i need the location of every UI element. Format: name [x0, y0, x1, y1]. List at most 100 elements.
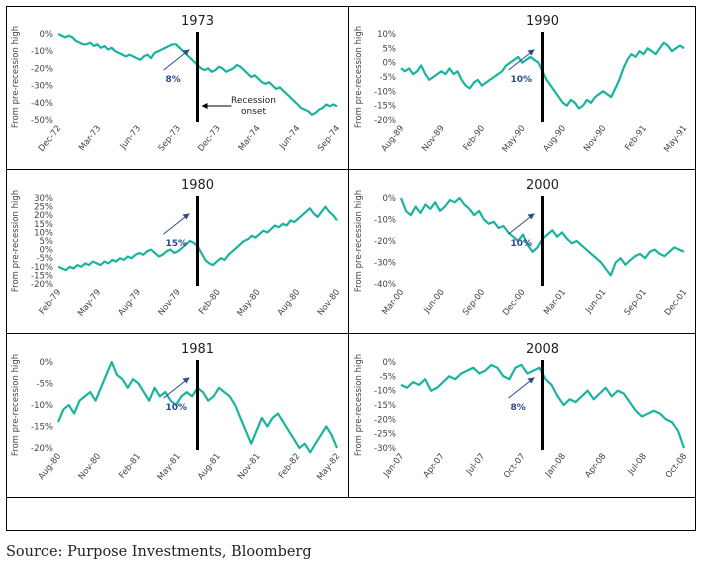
y-axis-label: From pre-recession high [11, 190, 21, 292]
chart-panel-2008: 2008 From pre-recession high 0% -5% -10% -15%… [349, 334, 696, 498]
x-tick-label: Jun-01 [583, 288, 608, 316]
x-tick-label: Nov-79 [156, 288, 183, 318]
rise-label: 8% [511, 403, 526, 413]
source-note: Source: Purpose Investments, Bloomberg [6, 544, 312, 560]
x-tick-label: Aug-79 [116, 288, 143, 318]
y-tick-label: -30% [31, 82, 53, 92]
chart-title: 1980 [181, 178, 214, 193]
rise-label: 15% [166, 239, 188, 249]
y-tick-label: -50% [31, 116, 53, 126]
y-tick-label: -10% [31, 401, 53, 411]
x-tick-label: May-91 [662, 124, 689, 155]
x-tick-label: May-81 [156, 452, 183, 483]
y-tick-label: 0% [40, 358, 54, 368]
x-tick-label: Apr-07 [422, 452, 447, 480]
chart-title: 1981 [181, 342, 214, 357]
y-tick-label: -15% [374, 401, 396, 411]
x-tick-label: Feb-90 [462, 124, 488, 153]
chart-svg: 2000 From pre-recession high 0% -10% -20% -30… [354, 178, 690, 318]
y-tick-label: 0% [40, 246, 54, 256]
x-tick-label: Feb-82 [277, 452, 303, 481]
rise-arrow-head [182, 377, 190, 384]
x-tick-label: Feb-91 [623, 124, 649, 153]
y-tick-label: -10% [374, 87, 396, 97]
y-tick-label: -30% [374, 259, 396, 269]
y-tick-label: -10% [374, 216, 396, 226]
y-tick-label: -20% [31, 64, 53, 74]
y-tick-label: -5% [379, 372, 396, 382]
rise-arrow-head [527, 213, 535, 220]
chart-svg: 1973 From pre-recession high 0% -10% -20% -30… [11, 14, 342, 154]
y-tick-label: -5% [36, 380, 53, 390]
y-tick-label: 5% [40, 237, 54, 247]
chart-panel-1981: 1981 From pre-recession high 0% -5% -10% -15%… [6, 334, 349, 498]
x-tick-label: Jan-07 [381, 452, 406, 480]
chart-title: 1990 [526, 14, 559, 29]
x-tick-label: Oct-07 [502, 452, 527, 481]
x-tick-label: Aug-90 [541, 124, 568, 154]
y-tick-label: 25% [34, 203, 53, 213]
rise-label: 8% [166, 75, 181, 85]
x-tick-label: Nov-90 [582, 124, 609, 154]
x-tick-label: Nov-81 [236, 452, 263, 482]
y-axis-label: From pre-recession high [354, 354, 364, 456]
y-tick-label: -20% [374, 116, 396, 126]
y-tick-label: -25% [374, 430, 396, 440]
y-tick-label: -15% [31, 423, 53, 433]
x-tick-label: Jun-00 [422, 288, 447, 316]
chart-title: 1973 [181, 14, 214, 29]
y-tick-label: 15% [34, 220, 53, 230]
x-tick-label: Sep-01 [623, 288, 649, 318]
x-tick-label: Sep-73 [157, 124, 183, 154]
x-tick-label: May-80 [235, 288, 262, 319]
x-tick-label: Feb-79 [38, 288, 64, 317]
y-axis-label: From pre-recession high [354, 26, 364, 128]
chart-svg: 2008 From pre-recession high 0% -5% -10% -15%… [354, 342, 689, 481]
chart-panel-2000: 2000 From pre-recession high 0% -10% -20% -30… [349, 170, 696, 334]
rise-label: 10% [166, 403, 188, 413]
y-tick-label: -40% [374, 280, 396, 290]
y-tick-label: -30% [374, 444, 396, 454]
y-tick-label: -10% [374, 387, 396, 397]
chart-panel-1980: 1980 From pre-recession high 30% 25% 20% 15% 1… [6, 170, 349, 334]
x-tick-label: Aug-89 [380, 124, 407, 154]
y-axis-label: From pre-recession high [354, 190, 364, 292]
chart-grid: 1973 From pre-recession high 0% -10% -20% -30… [6, 6, 696, 498]
x-tick-label: Dec-01 [663, 288, 690, 318]
rise-arrow-head [182, 213, 190, 220]
x-tick-label: May-90 [500, 124, 527, 155]
x-tick-label: Aug-81 [196, 452, 223, 482]
x-tick-label: Mar-01 [542, 288, 568, 317]
chart-panel-1990: 1990 From pre-recession high 10% 5% 0% -5% -10… [349, 6, 696, 170]
x-tick-label: Dec-73 [196, 124, 223, 154]
y-tick-label: -10% [31, 263, 53, 273]
y-tick-label: 10% [34, 228, 53, 238]
y-tick-label: 0% [383, 59, 397, 69]
x-tick-label: Mar-73 [77, 124, 103, 153]
y-tick-label: 20% [34, 211, 53, 221]
x-tick-label: Mar-00 [380, 288, 406, 317]
y-tick-label: -40% [31, 99, 53, 109]
rise-label: 10% [511, 75, 533, 85]
y-tick-label: -20% [374, 237, 396, 247]
y-tick-label: -20% [31, 280, 53, 290]
onset-label-line: Recession [231, 96, 276, 106]
chart-panel-1973: 1973 From pre-recession high 0% -10% -20% -30… [6, 6, 349, 170]
y-tick-label: -15% [31, 271, 53, 281]
y-axis-label: From pre-recession high [11, 26, 21, 128]
chart-title: 2008 [526, 342, 559, 357]
x-tick-label: Aug-80 [276, 288, 303, 318]
y-tick-label: -20% [31, 444, 53, 454]
y-tick-label: -5% [36, 254, 53, 264]
x-tick-label: Nov-80 [77, 452, 104, 482]
x-tick-label: Oct-08 [664, 452, 689, 481]
y-tick-label: 0% [40, 30, 54, 40]
y-tick-label: 5% [383, 44, 397, 54]
onset-pointer-head [201, 103, 208, 109]
x-tick-label: Nov-80 [316, 288, 343, 318]
y-tick-label: 10% [377, 30, 396, 40]
x-tick-label: Jul-08 [626, 452, 649, 478]
y-tick-label: 30% [34, 194, 53, 204]
x-tick-label: Dec-72 [37, 124, 64, 154]
